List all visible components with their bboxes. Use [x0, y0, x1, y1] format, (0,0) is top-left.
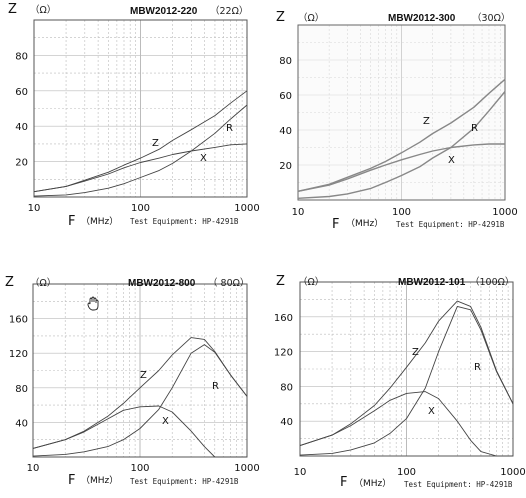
x-axis-label: F: [340, 475, 347, 490]
y-tick-label: 80: [280, 382, 293, 393]
curve-label-x: X: [162, 416, 169, 427]
curve-x: [33, 143, 248, 193]
curve-label-z: Z: [423, 116, 430, 127]
curve-z: [299, 300, 514, 447]
chart-title: MBW2012-220: [130, 6, 198, 17]
curve-z: [33, 90, 248, 193]
y-tick-label: 20: [279, 161, 292, 172]
x-tick-label: 1000: [492, 207, 517, 218]
y-tick-label: 40: [15, 418, 28, 429]
rated-impedance: （ 80Ω）: [208, 277, 249, 289]
rated-impedance: （30Ω）: [472, 12, 510, 24]
y-tick-label: 40: [15, 122, 28, 133]
y-tick-label: 80: [279, 56, 292, 67]
x-axis-label: F: [68, 473, 75, 488]
curve-x: [32, 405, 247, 458]
curve-r: [32, 344, 248, 457]
y-tick-label: 120: [9, 349, 28, 360]
y-axis-label: Z: [5, 275, 14, 290]
x-tick-label: 10: [294, 467, 307, 478]
x-tick-label: 10: [28, 203, 41, 214]
plot-frame: [299, 281, 514, 457]
y-tick-label: 20: [15, 158, 28, 169]
curve-label-z: Z: [152, 138, 159, 149]
y-tick-label: 40: [280, 417, 293, 428]
plot-frame: [32, 283, 248, 458]
y-axis-unit: （Ω）: [298, 12, 324, 24]
test-equipment-note: Test Equipment: HP-4291B: [396, 220, 505, 229]
curve-x: [299, 391, 513, 457]
x-tick-label: 100: [397, 467, 416, 478]
x-axis-label: F: [332, 217, 339, 232]
y-axis-label: Z: [276, 10, 285, 25]
curve-label-x: X: [200, 153, 207, 164]
x-axis-unit: （MHz）: [81, 216, 118, 227]
x-tick-label: 100: [392, 207, 411, 218]
chart-4: [299, 281, 514, 457]
test-equipment-note: Test Equipment: HP-4291B: [404, 480, 513, 489]
y-tick-label: 40: [279, 126, 292, 137]
curve-r: [299, 305, 514, 456]
chart-title: MBW2012-300: [388, 13, 456, 24]
curve-r: [297, 91, 506, 199]
x-tick-label: 100: [131, 203, 150, 214]
y-tick-label: 160: [9, 315, 28, 326]
y-axis-unit: （Ω）: [30, 277, 56, 289]
test-equipment-note: Test Equipment: HP-4291B: [130, 477, 239, 486]
chart-2: [297, 24, 506, 201]
y-tick-label: 60: [15, 87, 28, 98]
curve-label-r: R: [226, 123, 233, 134]
curve-z: [297, 78, 506, 192]
y-axis-unit: （Ω）: [298, 276, 324, 288]
x-axis-unit: （MHz）: [346, 218, 383, 229]
y-axis-unit: （Ω）: [30, 4, 56, 16]
y-tick-label: 80: [15, 384, 28, 395]
test-equipment-note: Test Equipment: HP-4291B: [130, 217, 239, 226]
x-tick-label: 1000: [234, 203, 259, 214]
y-tick-label: 120: [274, 348, 293, 359]
chart-title: MBW2012-101: [398, 277, 466, 288]
curve-x: [297, 143, 505, 192]
curve-label-z: Z: [140, 370, 147, 381]
chart-1: [33, 19, 248, 198]
y-tick-label: 80: [15, 51, 28, 62]
chart-title: MBW2012-800: [128, 278, 196, 289]
plot-frame: [33, 19, 248, 198]
y-axis-label: Z: [8, 2, 17, 17]
x-axis-label: F: [68, 214, 75, 229]
chart-3: [32, 283, 248, 458]
x-axis-unit: （MHz）: [354, 478, 391, 489]
curve-label-z: Z: [412, 347, 419, 358]
rated-impedance: （100Ω）: [470, 276, 514, 288]
y-axis-label: Z: [276, 274, 285, 289]
plot-frame: [297, 24, 506, 201]
curve-label-r: R: [471, 123, 478, 134]
x-tick-label: 100: [130, 463, 149, 474]
y-tick-label: 160: [274, 313, 293, 324]
hand-cursor-icon: [87, 296, 99, 311]
x-tick-label: 10: [27, 463, 40, 474]
x-axis-unit: （MHz）: [81, 475, 118, 486]
curve-label-x: X: [448, 155, 455, 166]
x-tick-label: 10: [292, 207, 305, 218]
curve-z: [32, 337, 248, 449]
x-tick-label: 1000: [500, 467, 525, 478]
curve-label-r: R: [212, 381, 219, 392]
y-tick-label: 60: [279, 91, 292, 102]
curve-label-r: R: [474, 362, 481, 373]
x-tick-label: 1000: [234, 463, 259, 474]
curve-label-x: X: [428, 406, 435, 417]
rated-impedance: （22Ω）: [210, 5, 248, 17]
curve-r: [33, 104, 248, 197]
